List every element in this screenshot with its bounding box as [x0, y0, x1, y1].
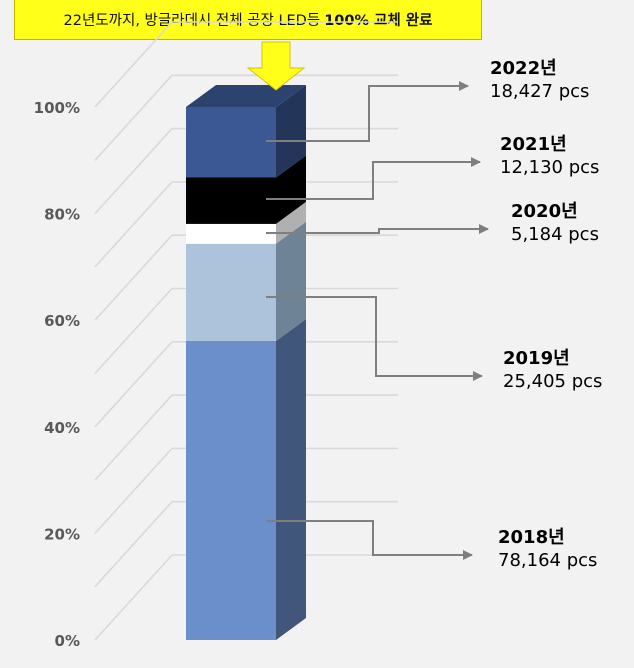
gridline-90 — [94, 74, 398, 161]
gridline-80 — [94, 127, 398, 215]
gridline-20 — [94, 447, 398, 534]
down-arrow-icon — [246, 41, 306, 91]
callout-bold-text: 100% 교체 완료 — [324, 13, 433, 29]
y-tick-label: 60% — [44, 312, 80, 330]
leader-line-2 — [266, 224, 489, 234]
gridline-70 — [94, 181, 398, 268]
gridline-50 — [94, 287, 398, 375]
leader-line-0 — [266, 520, 473, 560]
series-year-label: 2022년 — [490, 58, 557, 79]
bar-side-3 — [276, 155, 306, 224]
callout-text: 22년도까지, 방글라데시 전체 공장 LED등 — [63, 13, 321, 29]
gridline-60 — [94, 234, 398, 321]
series-value-label: 78,164 pcs — [498, 550, 597, 571]
series-year-label: 2019년 — [503, 348, 570, 369]
bar-segment-1 — [186, 243, 276, 341]
y-tick-label: 100% — [34, 99, 80, 117]
y-tick-label: 0% — [55, 632, 80, 650]
gridline-10 — [94, 500, 398, 588]
series-value-label: 25,405 pcs — [503, 371, 602, 392]
bar-side-0 — [276, 318, 306, 640]
y-tick-label: 40% — [44, 419, 80, 437]
bar-segment-2 — [186, 223, 276, 244]
gridline-30 — [94, 394, 398, 481]
leader-line-3 — [266, 157, 481, 200]
gridline-40 — [94, 340, 398, 428]
series-year-label: 2021년 — [500, 134, 567, 155]
bar-side-4 — [276, 85, 306, 178]
series-value-label: 12,130 pcs — [500, 157, 599, 178]
series-value-label: 5,184 pcs — [511, 224, 599, 245]
y-tick-label: 20% — [44, 525, 80, 543]
leader-line-1 — [266, 296, 483, 381]
bar-segment-3 — [186, 177, 276, 224]
series-value-label: 18,427 pcs — [490, 81, 589, 102]
bar-segment-0 — [186, 340, 276, 640]
gridline-0 — [94, 554, 398, 641]
series-year-label: 2018년 — [498, 527, 565, 548]
leader-line-4 — [266, 81, 469, 142]
bar-side-1 — [276, 221, 306, 341]
gridline-100 — [94, 21, 398, 108]
bar-segment-4 — [186, 107, 276, 178]
callout-banner: 22년도까지, 방글라데시 전체 공장 LED등 100% 교체 완료 — [14, 0, 482, 40]
y-tick-label: 80% — [44, 206, 80, 224]
series-year-label: 2020년 — [511, 201, 578, 222]
